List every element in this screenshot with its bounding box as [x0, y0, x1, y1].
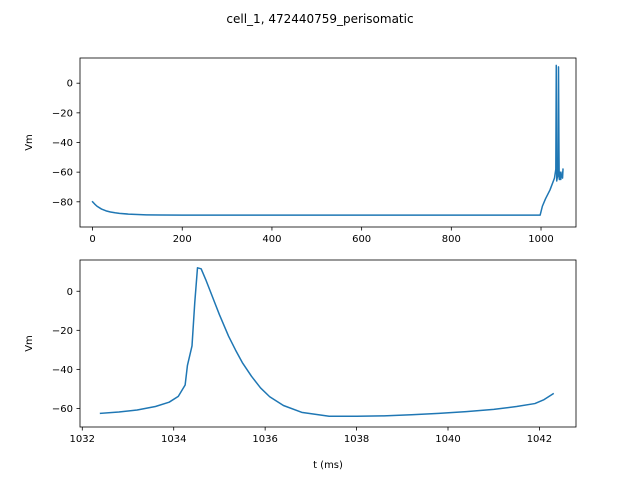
x-tick-label: 200 [173, 234, 192, 245]
x-tick-label: 0 [89, 234, 95, 245]
y-tick-label: −20 [52, 326, 73, 337]
x-tick-label: 1032 [70, 434, 95, 445]
x-tick-label: 600 [352, 234, 371, 245]
axes-frame [79, 259, 577, 428]
y-tick-label: −20 [52, 108, 73, 119]
x-tick-label: 800 [442, 234, 461, 245]
y-tick-label: −40 [52, 138, 73, 149]
x-tick-label: 1036 [252, 434, 277, 445]
bottom-panel: 1032 1034 1036 1038 1040 1042 0 −20 −40 −60 Vm t (m… [24, 259, 577, 471]
y-tick-label: −60 [52, 404, 73, 415]
x-tick-label: 1042 [527, 434, 552, 445]
figure-title: cell_1, 472440759_perisomatic [226, 12, 413, 26]
top-panel: 0 200 400 600 800 1000 0 −20 −40 −60 −80 Vm [24, 57, 577, 245]
series-line [91, 64, 564, 216]
y-tick-label: −80 [52, 197, 73, 208]
x-axis-label: t (ms) [313, 460, 343, 471]
y-tick-label: 0 [67, 79, 73, 90]
x-tick-label: 1034 [161, 434, 186, 445]
series-line [99, 267, 555, 418]
y-tick-label: −40 [52, 365, 73, 376]
x-tick-label: 1038 [344, 434, 369, 445]
x-tick-label: 1040 [435, 434, 460, 445]
x-tick-label: 400 [262, 234, 281, 245]
y-tick-label: −60 [52, 168, 73, 179]
y-tick-label: 0 [67, 287, 73, 298]
y-axis-label: Vm [24, 134, 35, 151]
y-axis-label: Vm [24, 335, 35, 352]
x-tick-label: 1000 [528, 234, 553, 245]
